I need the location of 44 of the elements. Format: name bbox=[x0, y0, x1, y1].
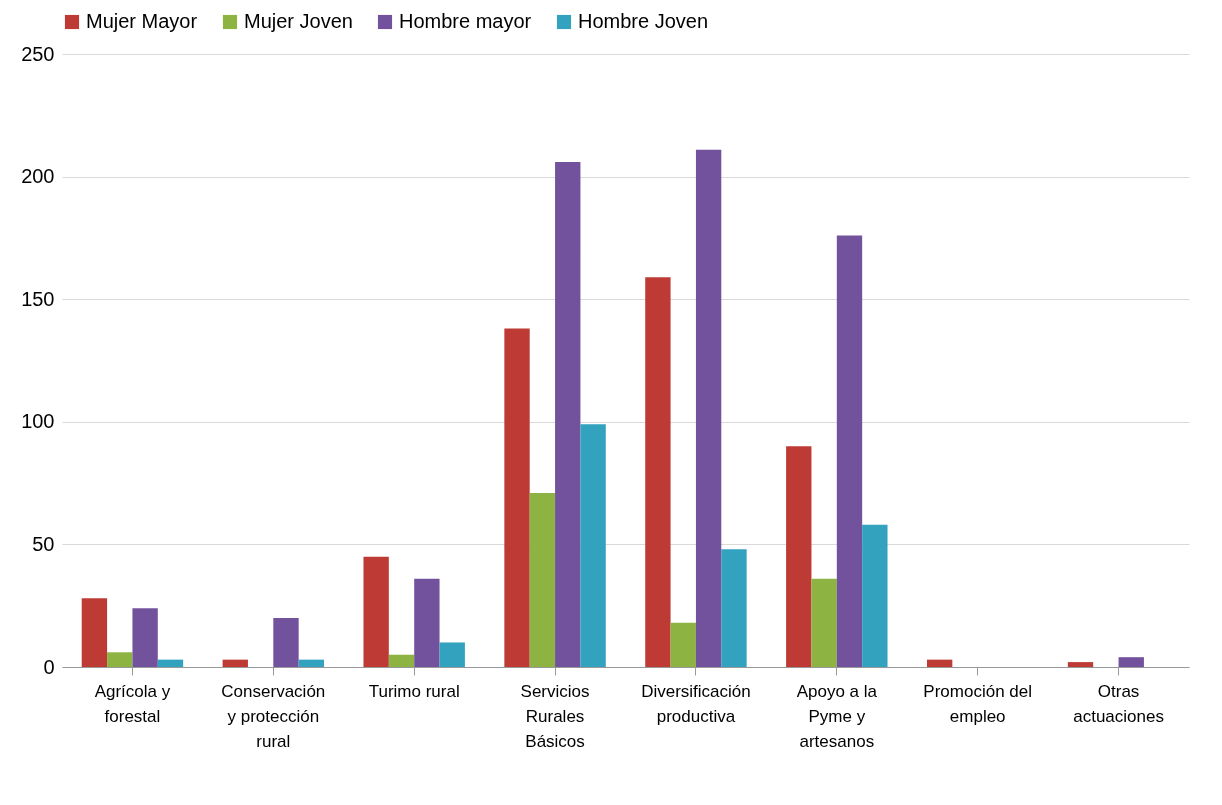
bar bbox=[1118, 657, 1144, 667]
y-tick-label: 0 bbox=[43, 655, 55, 678]
legend-label: Hombre Joven bbox=[578, 10, 709, 32]
x-tick-label: Diversificación productiva bbox=[641, 681, 751, 726]
bar bbox=[811, 578, 837, 667]
x-tick-label: Apoyo a la Pyme y artesanos bbox=[796, 681, 878, 751]
bar bbox=[786, 446, 812, 667]
y-tick-label: 100 bbox=[21, 410, 55, 433]
bar bbox=[439, 642, 465, 667]
y-tick-label: 200 bbox=[21, 165, 55, 188]
bar bbox=[926, 659, 953, 667]
bar bbox=[298, 659, 325, 667]
bar bbox=[645, 277, 671, 667]
bar bbox=[529, 492, 556, 667]
bar bbox=[555, 161, 581, 667]
bar bbox=[670, 622, 696, 667]
bar bbox=[107, 652, 133, 667]
x-tick-label: Servicios Rurales Básicos bbox=[520, 681, 590, 751]
x-tick-label: Conservación y protección rural bbox=[221, 681, 326, 751]
bar bbox=[132, 608, 158, 667]
bar bbox=[273, 617, 299, 667]
legend-label: Mujer Joven bbox=[244, 10, 353, 32]
bar bbox=[836, 235, 863, 667]
bar bbox=[504, 328, 530, 667]
legend-label: Hombre mayor bbox=[399, 10, 532, 32]
bar bbox=[580, 424, 606, 667]
bar bbox=[414, 578, 440, 667]
x-tick-label: Agrícola y forestal bbox=[94, 681, 171, 726]
bar bbox=[388, 654, 415, 667]
legend-label: Mujer Mayor bbox=[86, 10, 198, 32]
bar bbox=[363, 556, 389, 667]
bar bbox=[157, 659, 184, 667]
bar bbox=[81, 598, 108, 667]
x-tick-label: Promoción del empleo bbox=[923, 681, 1033, 726]
bar bbox=[1067, 662, 1094, 667]
x-tick-label: Otras actuaciones bbox=[1073, 681, 1164, 726]
x-tick-label: Turimo rural bbox=[368, 681, 460, 701]
y-tick-label: 150 bbox=[21, 287, 55, 310]
bar bbox=[222, 659, 248, 667]
bar bbox=[862, 524, 888, 667]
y-tick-label: 250 bbox=[21, 42, 55, 65]
bar bbox=[695, 149, 722, 667]
bar bbox=[721, 549, 747, 667]
y-tick-label: 50 bbox=[32, 532, 55, 555]
